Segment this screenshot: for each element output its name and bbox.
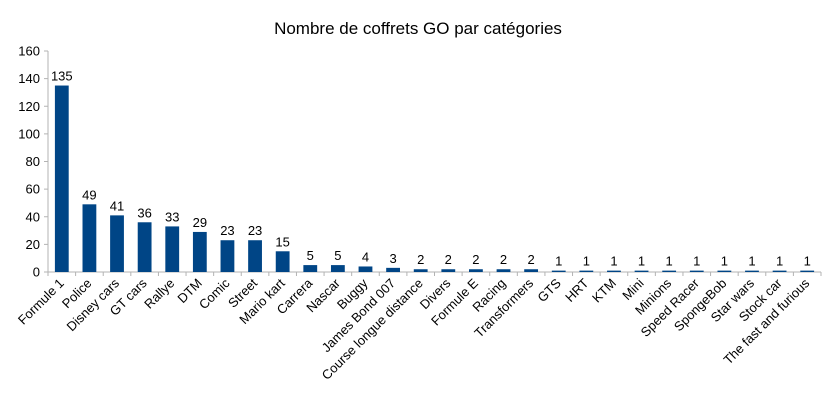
x-tick-label: HRT: [562, 275, 591, 304]
bar: [413, 269, 428, 272]
bar: [772, 270, 787, 272]
bar: [745, 270, 759, 272]
data-label: 2: [500, 252, 507, 267]
bar: [192, 231, 207, 272]
data-label: 41: [110, 198, 124, 213]
x-tick-label: KTM: [589, 276, 619, 306]
data-label: 36: [137, 205, 151, 220]
bar: [579, 270, 594, 272]
data-label: 2: [472, 252, 479, 267]
bar: [800, 270, 815, 272]
y-tick-label: 60: [26, 182, 40, 197]
y-tick-label: 140: [18, 71, 40, 86]
bar: [469, 269, 483, 272]
data-label: 2: [445, 252, 452, 267]
data-label: 1: [638, 254, 645, 269]
data-label: 135: [51, 69, 73, 84]
bar: [110, 215, 124, 272]
data-label: 1: [583, 254, 590, 269]
y-tick-label: 120: [18, 99, 40, 114]
chart-title: Nombre de coffrets GO par catégories: [274, 19, 562, 38]
data-label: 29: [193, 215, 207, 230]
bar: [524, 269, 539, 272]
data-label: 5: [334, 248, 341, 263]
bar: [275, 251, 290, 272]
data-label: 1: [804, 254, 811, 269]
data-label: 5: [307, 248, 314, 263]
data-label: 1: [666, 254, 673, 269]
data-label: 1: [693, 254, 700, 269]
bar: [358, 266, 373, 272]
bar: [165, 226, 180, 272]
data-labels: 135 49 41 36 33 29 23 23 15 5 5 4 3 2 2 2 2 2 1 1 1 1 1 1 1 1 1 1: [51, 69, 811, 269]
bar: [330, 265, 345, 272]
data-label: 1: [610, 254, 617, 269]
data-label: 3: [389, 251, 396, 266]
bars: [54, 85, 815, 272]
bar: [82, 204, 97, 272]
y-tick-label: 20: [26, 237, 40, 252]
bar: [607, 270, 621, 272]
bar: [689, 270, 704, 272]
x-tick-label: GTS: [534, 275, 564, 305]
bar: [717, 270, 732, 272]
y-tick-label: 0: [33, 265, 40, 280]
y-tick-label: 40: [26, 209, 40, 224]
y-tick-label: 160: [18, 44, 40, 59]
bar: [248, 240, 262, 272]
data-label: 33: [165, 209, 179, 224]
bar: [634, 270, 649, 272]
data-label: 4: [362, 249, 369, 264]
bar: [303, 265, 318, 272]
bar: [662, 270, 677, 272]
data-label: 1: [721, 254, 728, 269]
data-label: 23: [220, 223, 234, 238]
x-tick-label: Comic: [196, 275, 233, 312]
bar: [137, 222, 152, 272]
x-tick-label: Rallye: [141, 276, 177, 312]
bar: [386, 267, 400, 272]
bar: [496, 269, 511, 272]
y-tick-label: 80: [26, 154, 40, 169]
data-label: 23: [248, 223, 262, 238]
data-label: 1: [776, 254, 783, 269]
data-label: 1: [555, 254, 562, 269]
bar: [220, 240, 235, 272]
bar: [54, 85, 69, 272]
bar: [441, 269, 456, 272]
data-label: 49: [82, 187, 96, 202]
data-label: 1: [748, 254, 755, 269]
data-label: 2: [417, 252, 424, 267]
data-label: 15: [275, 234, 289, 249]
bar: [551, 270, 566, 272]
data-label: 2: [528, 252, 535, 267]
y-tick-label: 100: [18, 126, 40, 141]
